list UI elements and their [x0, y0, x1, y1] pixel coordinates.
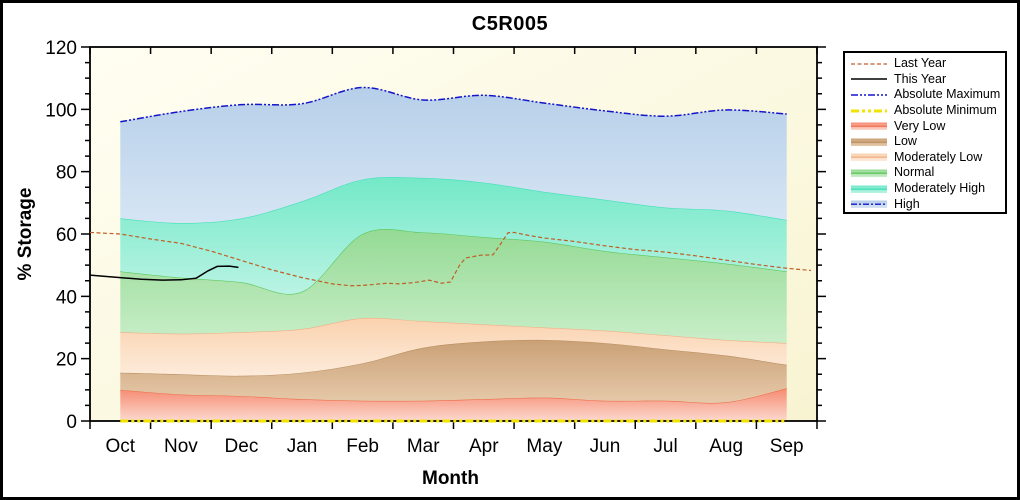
legend-entry: Low	[845, 134, 1005, 150]
x-tick-label: Jan	[287, 436, 318, 457]
legend: Last Year This Year Absolute Maximum Absolu…	[843, 51, 1007, 214]
legend-entry: Absolute Minimum	[845, 103, 1005, 119]
legend-band-swatch	[851, 153, 887, 162]
y-tick-label: 40	[56, 287, 77, 308]
band-high	[120, 87, 787, 224]
legend-entry: Moderately Low	[845, 150, 1005, 166]
legend-band-swatch	[851, 169, 887, 177]
legend-label: Low	[894, 134, 917, 149]
x-tick-label: Nov	[164, 436, 198, 457]
legend-entry: High	[845, 196, 1005, 212]
y-tick-label: 80	[56, 163, 77, 184]
legend-band-swatch	[851, 138, 887, 146]
storage-percentile-plot: 0 20 40 60 80 100 120 Oct Nov Dec Jan Feb Mar Apr May J…	[15, 38, 826, 489]
legend-line-swatch	[851, 78, 887, 81]
y-tick-label: 120	[45, 38, 77, 59]
legend-label: Absolute Minimum	[894, 103, 997, 118]
x-tick-label: Apr	[469, 436, 499, 457]
chart-title: C5R005	[471, 13, 549, 35]
series-this-year	[89, 265, 239, 281]
legend-line-swatch	[851, 94, 887, 96]
x-tick-label: Aug	[709, 436, 743, 457]
series-last-year	[89, 231, 811, 287]
legend-label: High	[894, 196, 920, 211]
x-tick-label: Sep	[770, 436, 804, 457]
x-tick-label: Jul	[653, 436, 677, 457]
band-normal	[120, 229, 787, 344]
x-tick-label: Jun	[590, 436, 621, 457]
x-tick-label: Dec	[225, 436, 259, 457]
legend-entry: Absolute Maximum	[845, 87, 1005, 103]
x-tick-label: Mar	[407, 436, 440, 457]
legend-band-swatch	[851, 185, 887, 193]
y-axis-label: % Storage	[15, 188, 36, 281]
y-tick-label: 20	[56, 350, 77, 371]
legend-band-swatch	[851, 200, 887, 209]
axis-ticks	[81, 46, 826, 429]
legend-label: This Year	[894, 71, 947, 86]
legend-label: Normal	[894, 165, 935, 180]
legend-entry: This Year	[845, 72, 1005, 88]
legend-label: Absolute Maximum	[894, 87, 1001, 102]
y-tick-label: 0	[66, 412, 77, 433]
legend-label: Moderately High	[894, 181, 986, 196]
band-moderately-low	[120, 317, 787, 376]
x-tick-label: May	[526, 436, 562, 457]
y-tick-label: 60	[56, 225, 77, 246]
legend-entry: Normal	[845, 165, 1005, 181]
legend-line-swatch	[851, 109, 887, 113]
legend-label: Moderately Low	[894, 149, 983, 164]
x-tick-label: Oct	[106, 436, 136, 457]
legend-band-swatch	[851, 122, 887, 131]
band-very-low	[120, 388, 787, 421]
x-tick-label: Feb	[346, 436, 379, 457]
x-axis-label: Month	[422, 468, 479, 489]
legend-label: Very Low	[894, 118, 946, 133]
legend-line-swatch	[851, 63, 887, 65]
legend-entry: Last Year	[845, 56, 1005, 72]
legend-label: Last Year	[894, 56, 947, 71]
band-low	[120, 339, 787, 403]
legend-entry: Moderately High	[845, 181, 1005, 197]
y-tick-label: 100	[45, 100, 77, 121]
legend-entry: Very Low	[845, 118, 1005, 134]
